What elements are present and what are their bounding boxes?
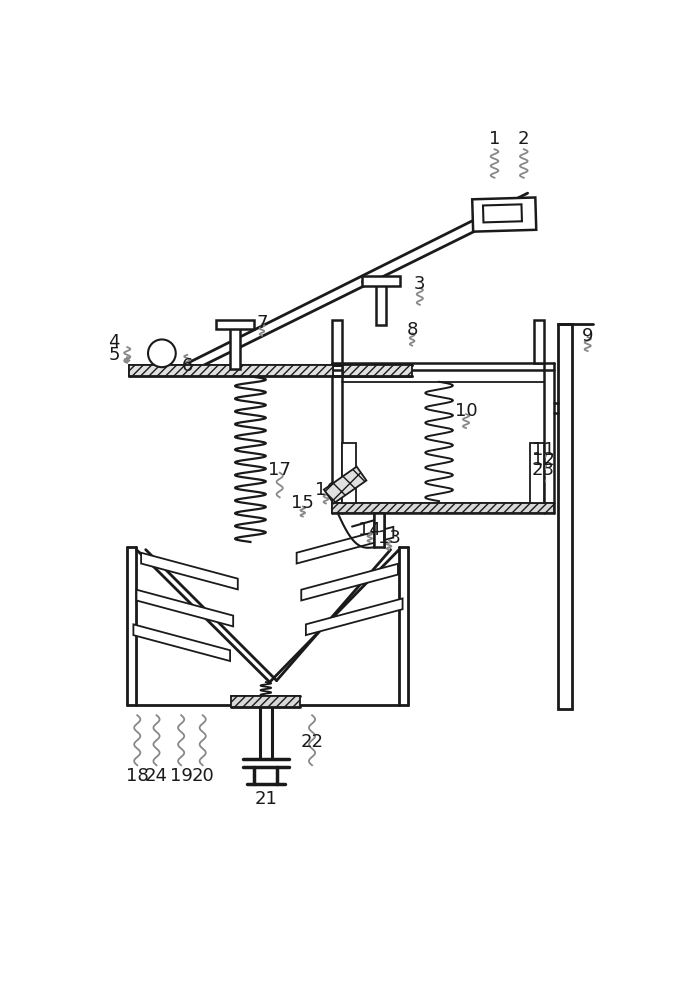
Bar: [374, 513, 383, 547]
Bar: [332, 320, 342, 363]
Polygon shape: [301, 564, 398, 600]
Text: 6: 6: [182, 357, 193, 375]
Bar: [530, 443, 544, 503]
Bar: [376, 280, 386, 325]
Bar: [534, 320, 544, 363]
Bar: [231, 696, 301, 707]
Text: 17: 17: [268, 461, 291, 479]
Text: 19: 19: [170, 767, 193, 785]
Text: 2: 2: [518, 130, 530, 148]
Polygon shape: [136, 590, 233, 626]
Text: 14: 14: [358, 521, 381, 539]
Text: 8: 8: [406, 321, 418, 339]
Bar: [342, 443, 356, 503]
Polygon shape: [472, 197, 536, 232]
Text: 3: 3: [414, 275, 425, 293]
Polygon shape: [134, 624, 230, 661]
Text: 5: 5: [109, 346, 120, 364]
Text: 23: 23: [532, 461, 555, 479]
Text: 10: 10: [454, 402, 477, 420]
Text: 16: 16: [315, 481, 338, 499]
Text: 12: 12: [532, 451, 555, 469]
Polygon shape: [483, 204, 522, 222]
Text: 22: 22: [301, 733, 324, 751]
Polygon shape: [296, 527, 393, 564]
Bar: [230, 324, 239, 369]
Text: 20: 20: [191, 767, 214, 785]
Text: 9: 9: [582, 327, 594, 345]
Bar: [332, 503, 554, 513]
Bar: [362, 276, 400, 286]
Polygon shape: [141, 553, 238, 589]
Text: 15: 15: [292, 494, 314, 512]
Bar: [216, 320, 253, 329]
Text: 21: 21: [255, 790, 277, 808]
Polygon shape: [324, 467, 366, 503]
Text: 24: 24: [145, 767, 168, 785]
Polygon shape: [306, 598, 402, 635]
Text: 4: 4: [109, 333, 120, 351]
Bar: [343, 365, 412, 376]
Circle shape: [148, 339, 176, 367]
Text: 1: 1: [489, 130, 500, 148]
Text: 11: 11: [532, 441, 555, 459]
Bar: [129, 365, 333, 376]
Text: 7: 7: [256, 314, 268, 332]
Text: 13: 13: [378, 529, 400, 547]
Bar: [558, 324, 572, 709]
Text: 18: 18: [126, 767, 149, 785]
